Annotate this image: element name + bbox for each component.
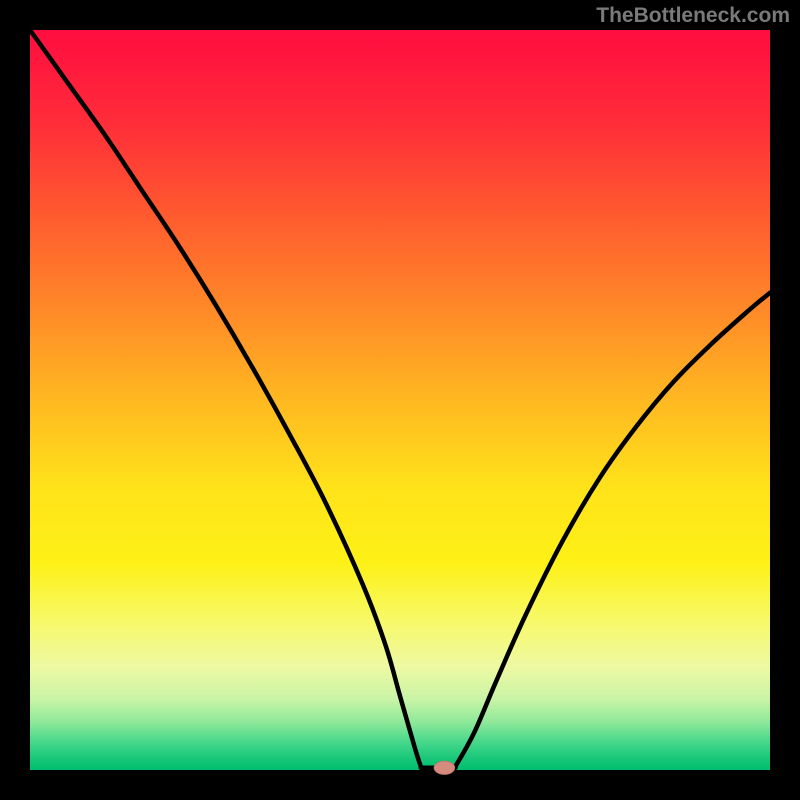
chart-container: TheBottleneck.com [0, 0, 800, 800]
bottleneck-chart [0, 0, 800, 800]
optimal-point-marker [434, 761, 455, 774]
watermark-text: TheBottleneck.com [596, 4, 790, 28]
